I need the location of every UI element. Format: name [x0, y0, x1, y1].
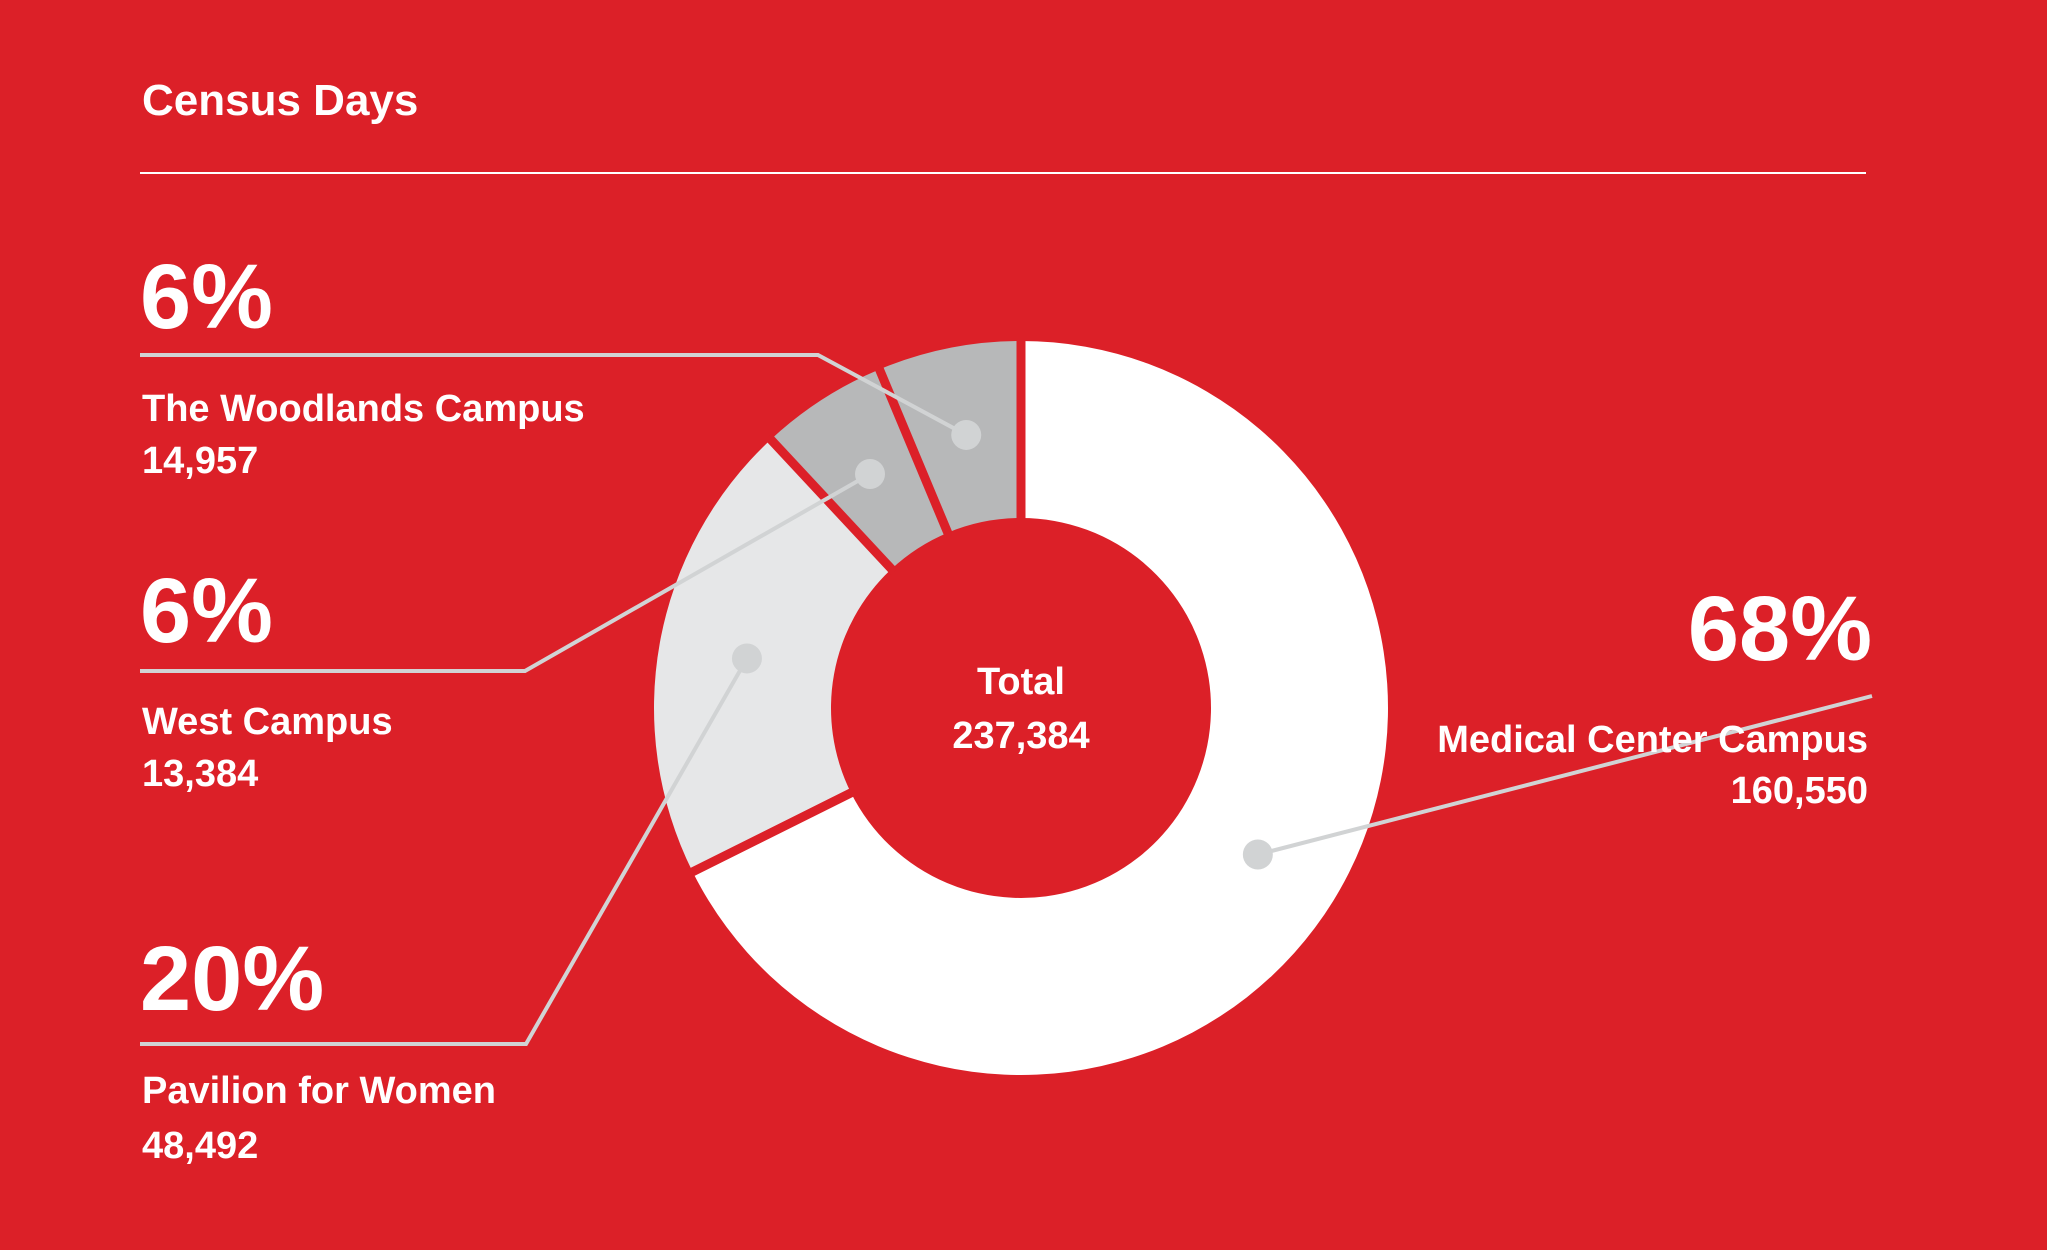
- slice-pavilion-label: Pavilion for Women: [142, 1070, 496, 1112]
- center-value: 237,384: [952, 715, 1089, 757]
- slice-west-percent: 6%: [140, 560, 273, 662]
- slice-woodlands-label: The Woodlands Campus: [142, 388, 585, 430]
- leader-dot-medical: [1242, 839, 1273, 870]
- slice-woodlands-value: 14,957: [142, 440, 258, 482]
- chart-title: Census Days: [142, 76, 418, 125]
- leader-dot-pavilion: [731, 643, 762, 674]
- leader-line-medical: [1257, 694, 1873, 857]
- leader-dot-west: [855, 458, 886, 489]
- leader-line-woodlands: [140, 353, 968, 437]
- slice-pavilion: [653, 439, 892, 872]
- slice-pavilion-percent: 20%: [140, 928, 324, 1030]
- slice-west-value: 13,384: [142, 753, 258, 795]
- slice-west-label: West Campus: [142, 701, 393, 743]
- leader-dot-woodlands: [951, 419, 982, 450]
- slice-medical-value: 160,550: [1731, 770, 1868, 812]
- slice-medical-percent: 68%: [1688, 578, 1872, 680]
- slice-medical-label: Medical Center Campus: [1437, 719, 1868, 761]
- slice-separator: [687, 787, 857, 878]
- slice-pavilion-value: 48,492: [142, 1125, 258, 1167]
- slice-group: [653, 337, 1388, 1075]
- slice-medical: [692, 341, 1388, 1075]
- leader-line-pavilion: [140, 657, 749, 1046]
- leader-group: [140, 353, 1873, 1046]
- slice-separator: [764, 433, 898, 575]
- center-label: Total: [977, 661, 1065, 703]
- slice-woodlands: [879, 341, 1021, 533]
- slice-woodlands-percent: 6%: [140, 246, 273, 348]
- leader-line-west: [140, 472, 871, 673]
